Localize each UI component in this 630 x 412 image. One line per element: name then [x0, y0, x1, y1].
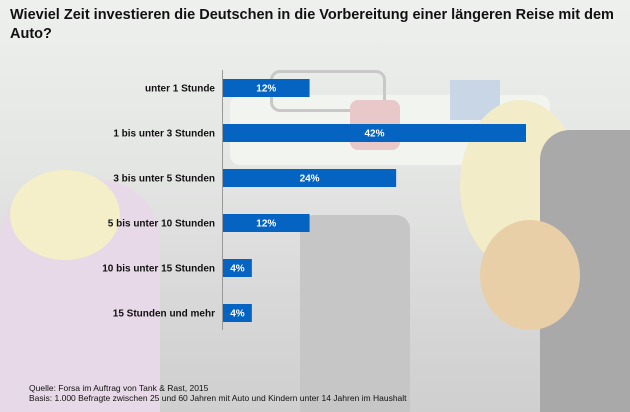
category-label: unter 1 Stunde: [145, 84, 215, 95]
bar: [223, 304, 252, 322]
category-label: 3 bis unter 5 Stunden: [113, 174, 215, 185]
chart-footer: Quelle: Forsa im Auftrag von Tank & Rast…: [29, 383, 407, 403]
bar: [223, 214, 310, 232]
category-label: 10 bis unter 15 Stunden: [102, 264, 215, 275]
data-label: 4%: [230, 264, 245, 275]
data-label: 4%: [230, 309, 245, 320]
category-label: 1 bis unter 3 Stunden: [113, 129, 215, 140]
data-label: 42%: [364, 129, 384, 140]
data-label: 12%: [256, 219, 276, 230]
source-note: Quelle: Forsa im Auftrag von Tank & Rast…: [29, 383, 209, 393]
bar: [223, 259, 252, 277]
data-label: 24%: [300, 174, 320, 185]
chart-title: Wieviel Zeit investieren die Deutschen i…: [10, 7, 614, 42]
basis-note: Basis: 1.000 Befragte zwischen 25 und 60…: [29, 393, 407, 403]
category-label: 15 Stunden und mehr: [113, 309, 215, 320]
data-label: 12%: [256, 84, 276, 95]
bar: [223, 124, 526, 142]
category-label: 5 bis unter 10 Stunden: [108, 219, 215, 230]
bar: [223, 79, 310, 97]
bar: [223, 169, 397, 187]
